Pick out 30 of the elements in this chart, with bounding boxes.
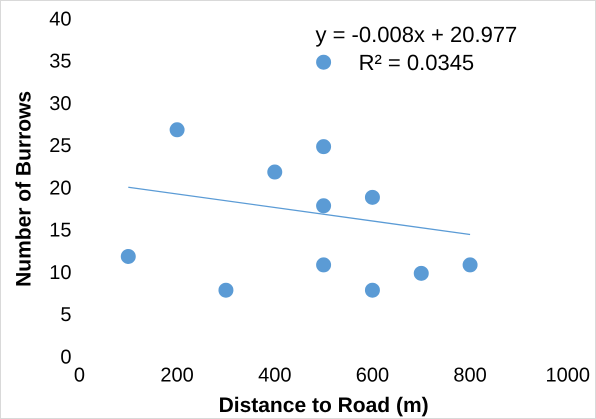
point xyxy=(316,257,332,272)
x-tick-label: 200 xyxy=(160,364,194,386)
y-axis-title: Number of Burrows xyxy=(12,90,36,287)
point xyxy=(120,248,136,264)
x-axis-title: Distance to Road (m) xyxy=(218,394,429,418)
y-tick-label: 10 xyxy=(49,262,72,284)
point xyxy=(316,198,332,214)
y-tick-label: 0 xyxy=(60,346,72,368)
x-tick-label: 400 xyxy=(258,364,292,386)
y-tick-label: 15 xyxy=(49,220,72,242)
y-tick-label: 40 xyxy=(49,8,72,31)
x-tick-label: 600 xyxy=(356,364,390,386)
y-tick-label: 35 xyxy=(49,50,72,73)
point xyxy=(316,139,332,154)
point xyxy=(218,282,234,298)
annotation: R² = 0.0345 xyxy=(358,50,474,75)
x-tick-label: 800 xyxy=(453,364,487,386)
point xyxy=(462,257,478,272)
point xyxy=(267,164,282,180)
annotation: y = -0.008x + 20.977 xyxy=(315,22,518,47)
y-tick-label: 25 xyxy=(49,135,72,158)
y-tick-label: 5 xyxy=(60,304,72,326)
point xyxy=(364,190,380,205)
point xyxy=(170,122,185,138)
point xyxy=(414,266,429,281)
point xyxy=(316,54,332,70)
point xyxy=(364,282,380,298)
y-tick-label: 30 xyxy=(49,92,72,115)
x-tick-label: 1000 xyxy=(546,364,590,386)
y-tick-label: 20 xyxy=(49,177,72,200)
